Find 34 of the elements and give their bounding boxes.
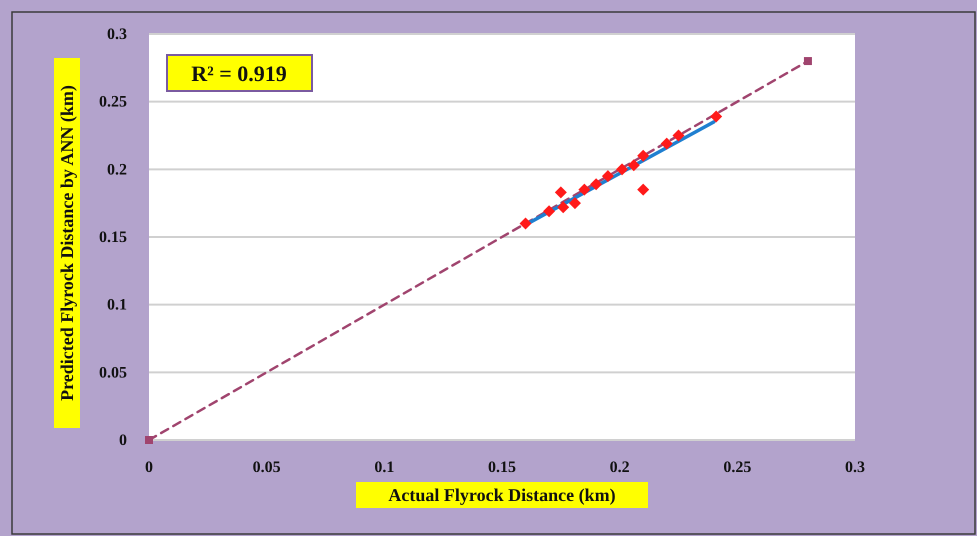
point [628,159,640,172]
x-tick-label: 0.25 [723,459,752,476]
x-tick-label: 0 [145,459,153,476]
point [710,110,722,123]
point [145,436,153,444]
point [590,178,602,190]
x-tick-label: 0.1 [374,459,394,476]
y-tick-label: 0.3 [107,26,127,43]
y-tick-label: 0.05 [99,364,127,382]
y-tick-label: 0.25 [99,94,127,111]
point [672,130,684,142]
point [804,57,812,66]
x-axis-title: Actual Flyrock Distance (km) [388,485,616,505]
x-tick-label: 0.05 [252,459,281,476]
annotation: R² = 0.919 [191,61,287,86]
x-tick-label: 0.2 [610,459,630,476]
y-tick-label: 0.2 [107,161,127,178]
point [543,205,556,218]
point [578,184,590,196]
point [568,197,581,210]
y-tick-label: 0 [119,432,127,449]
x-tick-label: 0.3 [845,459,865,476]
point [554,186,567,198]
point [637,184,650,196]
x-tick-label: 0.15 [488,459,516,476]
point [616,163,628,176]
point [660,138,673,150]
y-tick-label: 0.1 [107,296,127,314]
y-tick-label: 0.15 [99,229,127,246]
point [602,170,614,182]
point [520,217,532,230]
y-axis-title: Predicted Flyrock Distance by ANN (km) [57,85,77,401]
point [637,150,650,162]
point [557,201,570,214]
